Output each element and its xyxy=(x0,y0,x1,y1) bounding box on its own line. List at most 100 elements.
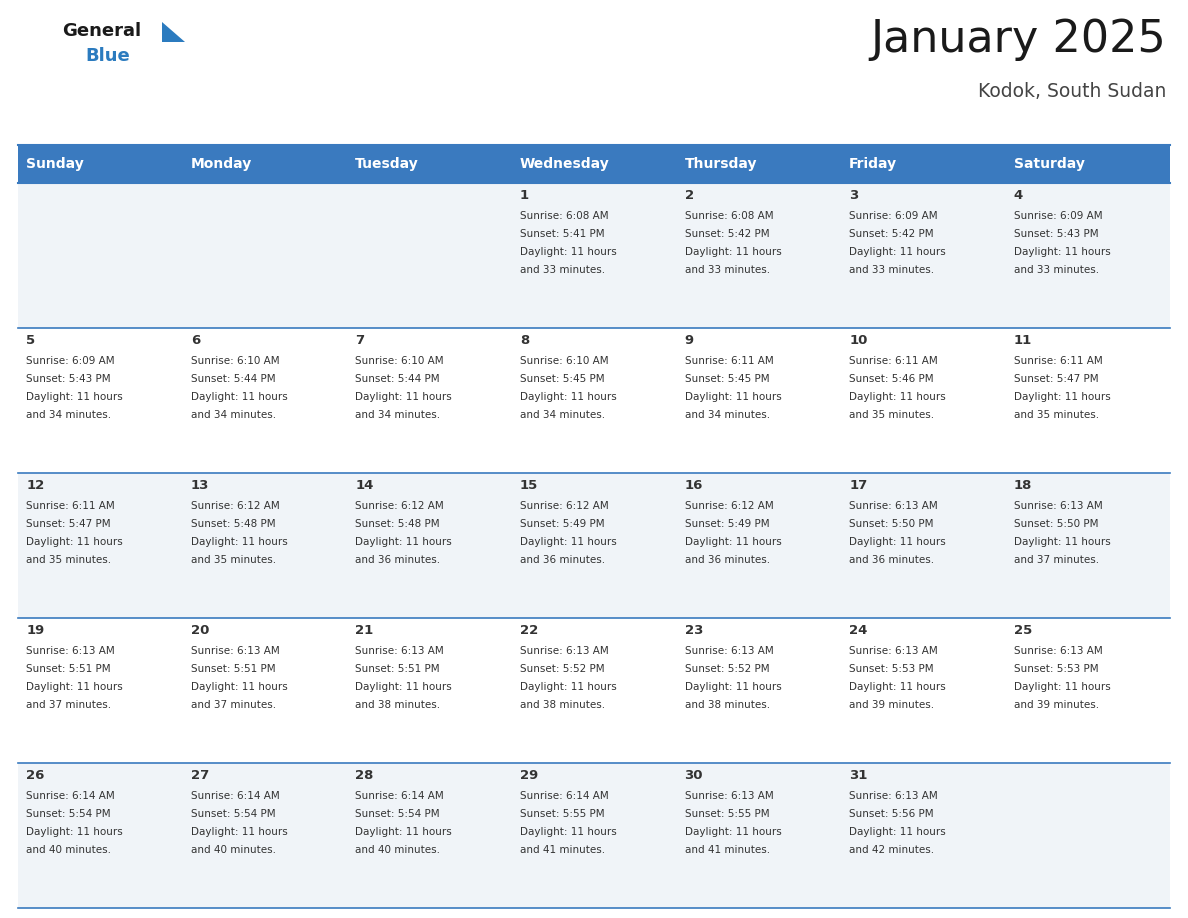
Bar xyxy=(347,618,512,763)
Text: Daylight: 11 hours: Daylight: 11 hours xyxy=(684,247,782,257)
Text: 21: 21 xyxy=(355,624,373,637)
Text: Daylight: 11 hours: Daylight: 11 hours xyxy=(1013,537,1111,547)
Text: Daylight: 11 hours: Daylight: 11 hours xyxy=(684,827,782,837)
Text: Sunrise: 6:13 AM: Sunrise: 6:13 AM xyxy=(191,646,279,656)
Text: and 33 minutes.: and 33 minutes. xyxy=(1013,265,1099,275)
Text: Blue: Blue xyxy=(86,47,129,65)
Text: and 42 minutes.: and 42 minutes. xyxy=(849,845,934,855)
Text: and 34 minutes.: and 34 minutes. xyxy=(684,410,770,420)
Bar xyxy=(1005,473,1170,618)
Text: Sunrise: 6:08 AM: Sunrise: 6:08 AM xyxy=(520,211,608,221)
Text: Sunrise: 6:14 AM: Sunrise: 6:14 AM xyxy=(191,791,279,801)
Text: Sunrise: 6:13 AM: Sunrise: 6:13 AM xyxy=(26,646,115,656)
Bar xyxy=(512,618,676,763)
Bar xyxy=(676,328,841,473)
Bar xyxy=(347,473,512,618)
Bar xyxy=(512,328,676,473)
Text: 25: 25 xyxy=(1013,624,1032,637)
Text: and 33 minutes.: and 33 minutes. xyxy=(849,265,934,275)
Text: and 35 minutes.: and 35 minutes. xyxy=(849,410,934,420)
Text: Sunset: 5:42 PM: Sunset: 5:42 PM xyxy=(684,229,769,239)
Text: 10: 10 xyxy=(849,334,867,347)
Text: Sunrise: 6:08 AM: Sunrise: 6:08 AM xyxy=(684,211,773,221)
Bar xyxy=(18,328,183,473)
Text: Sunrise: 6:10 AM: Sunrise: 6:10 AM xyxy=(191,356,279,366)
Bar xyxy=(347,763,512,908)
Text: General: General xyxy=(62,22,141,40)
Text: 7: 7 xyxy=(355,334,365,347)
Text: Sunset: 5:53 PM: Sunset: 5:53 PM xyxy=(849,664,934,674)
Text: Sunrise: 6:13 AM: Sunrise: 6:13 AM xyxy=(684,646,773,656)
Text: and 40 minutes.: and 40 minutes. xyxy=(191,845,276,855)
Text: Sunrise: 6:11 AM: Sunrise: 6:11 AM xyxy=(684,356,773,366)
Text: Sunrise: 6:13 AM: Sunrise: 6:13 AM xyxy=(520,646,608,656)
Text: and 36 minutes.: and 36 minutes. xyxy=(849,555,934,565)
Text: and 36 minutes.: and 36 minutes. xyxy=(355,555,441,565)
Text: 8: 8 xyxy=(520,334,529,347)
Text: Daylight: 11 hours: Daylight: 11 hours xyxy=(1013,247,1111,257)
Text: Sunset: 5:51 PM: Sunset: 5:51 PM xyxy=(355,664,440,674)
Text: Sunrise: 6:14 AM: Sunrise: 6:14 AM xyxy=(520,791,608,801)
Text: Wednesday: Wednesday xyxy=(520,157,609,171)
Text: Daylight: 11 hours: Daylight: 11 hours xyxy=(520,392,617,402)
Text: Daylight: 11 hours: Daylight: 11 hours xyxy=(684,537,782,547)
Text: Sunrise: 6:13 AM: Sunrise: 6:13 AM xyxy=(1013,646,1102,656)
Bar xyxy=(841,473,1005,618)
Text: 20: 20 xyxy=(191,624,209,637)
Text: Daylight: 11 hours: Daylight: 11 hours xyxy=(191,537,287,547)
Text: Sunset: 5:41 PM: Sunset: 5:41 PM xyxy=(520,229,605,239)
Bar xyxy=(676,473,841,618)
Text: 18: 18 xyxy=(1013,479,1032,492)
Text: 28: 28 xyxy=(355,769,374,782)
Text: 22: 22 xyxy=(520,624,538,637)
Text: Sunset: 5:45 PM: Sunset: 5:45 PM xyxy=(684,374,769,384)
Text: and 34 minutes.: and 34 minutes. xyxy=(355,410,441,420)
Bar xyxy=(512,763,676,908)
Text: 4: 4 xyxy=(1013,189,1023,202)
Bar xyxy=(183,473,347,618)
Text: and 34 minutes.: and 34 minutes. xyxy=(520,410,605,420)
Text: Sunrise: 6:10 AM: Sunrise: 6:10 AM xyxy=(520,356,608,366)
Text: Sunset: 5:47 PM: Sunset: 5:47 PM xyxy=(26,519,110,529)
Text: Sunset: 5:45 PM: Sunset: 5:45 PM xyxy=(520,374,605,384)
Text: Daylight: 11 hours: Daylight: 11 hours xyxy=(26,827,124,837)
Text: Daylight: 11 hours: Daylight: 11 hours xyxy=(355,392,453,402)
Text: and 36 minutes.: and 36 minutes. xyxy=(520,555,605,565)
Text: Sunrise: 6:09 AM: Sunrise: 6:09 AM xyxy=(1013,211,1102,221)
Text: 6: 6 xyxy=(191,334,200,347)
Text: Sunrise: 6:13 AM: Sunrise: 6:13 AM xyxy=(849,791,937,801)
Text: 15: 15 xyxy=(520,479,538,492)
Text: Daylight: 11 hours: Daylight: 11 hours xyxy=(849,537,946,547)
Text: 3: 3 xyxy=(849,189,859,202)
Text: 5: 5 xyxy=(26,334,36,347)
Text: Sunrise: 6:09 AM: Sunrise: 6:09 AM xyxy=(26,356,115,366)
Text: and 37 minutes.: and 37 minutes. xyxy=(26,700,112,710)
Bar xyxy=(841,618,1005,763)
Text: Daylight: 11 hours: Daylight: 11 hours xyxy=(1013,392,1111,402)
Text: 12: 12 xyxy=(26,479,44,492)
Text: Sunset: 5:52 PM: Sunset: 5:52 PM xyxy=(520,664,605,674)
Text: and 39 minutes.: and 39 minutes. xyxy=(849,700,934,710)
Text: Sunset: 5:49 PM: Sunset: 5:49 PM xyxy=(520,519,605,529)
Text: and 38 minutes.: and 38 minutes. xyxy=(520,700,605,710)
Text: Sunset: 5:44 PM: Sunset: 5:44 PM xyxy=(191,374,276,384)
Text: and 41 minutes.: and 41 minutes. xyxy=(684,845,770,855)
Bar xyxy=(183,183,347,328)
Bar xyxy=(183,763,347,908)
Text: Sunrise: 6:11 AM: Sunrise: 6:11 AM xyxy=(849,356,937,366)
Bar xyxy=(841,145,1005,183)
Text: Sunset: 5:50 PM: Sunset: 5:50 PM xyxy=(849,519,934,529)
Text: and 40 minutes.: and 40 minutes. xyxy=(26,845,112,855)
Text: Sunset: 5:53 PM: Sunset: 5:53 PM xyxy=(1013,664,1098,674)
Text: and 33 minutes.: and 33 minutes. xyxy=(520,265,605,275)
Bar xyxy=(183,145,347,183)
Text: January 2025: January 2025 xyxy=(871,18,1165,61)
Text: Sunset: 5:43 PM: Sunset: 5:43 PM xyxy=(26,374,110,384)
Text: Sunset: 5:48 PM: Sunset: 5:48 PM xyxy=(191,519,276,529)
Text: and 35 minutes.: and 35 minutes. xyxy=(191,555,276,565)
Text: Sunset: 5:50 PM: Sunset: 5:50 PM xyxy=(1013,519,1098,529)
Bar xyxy=(18,183,183,328)
Text: Tuesday: Tuesday xyxy=(355,157,419,171)
Text: Sunset: 5:56 PM: Sunset: 5:56 PM xyxy=(849,809,934,819)
Bar xyxy=(1005,763,1170,908)
